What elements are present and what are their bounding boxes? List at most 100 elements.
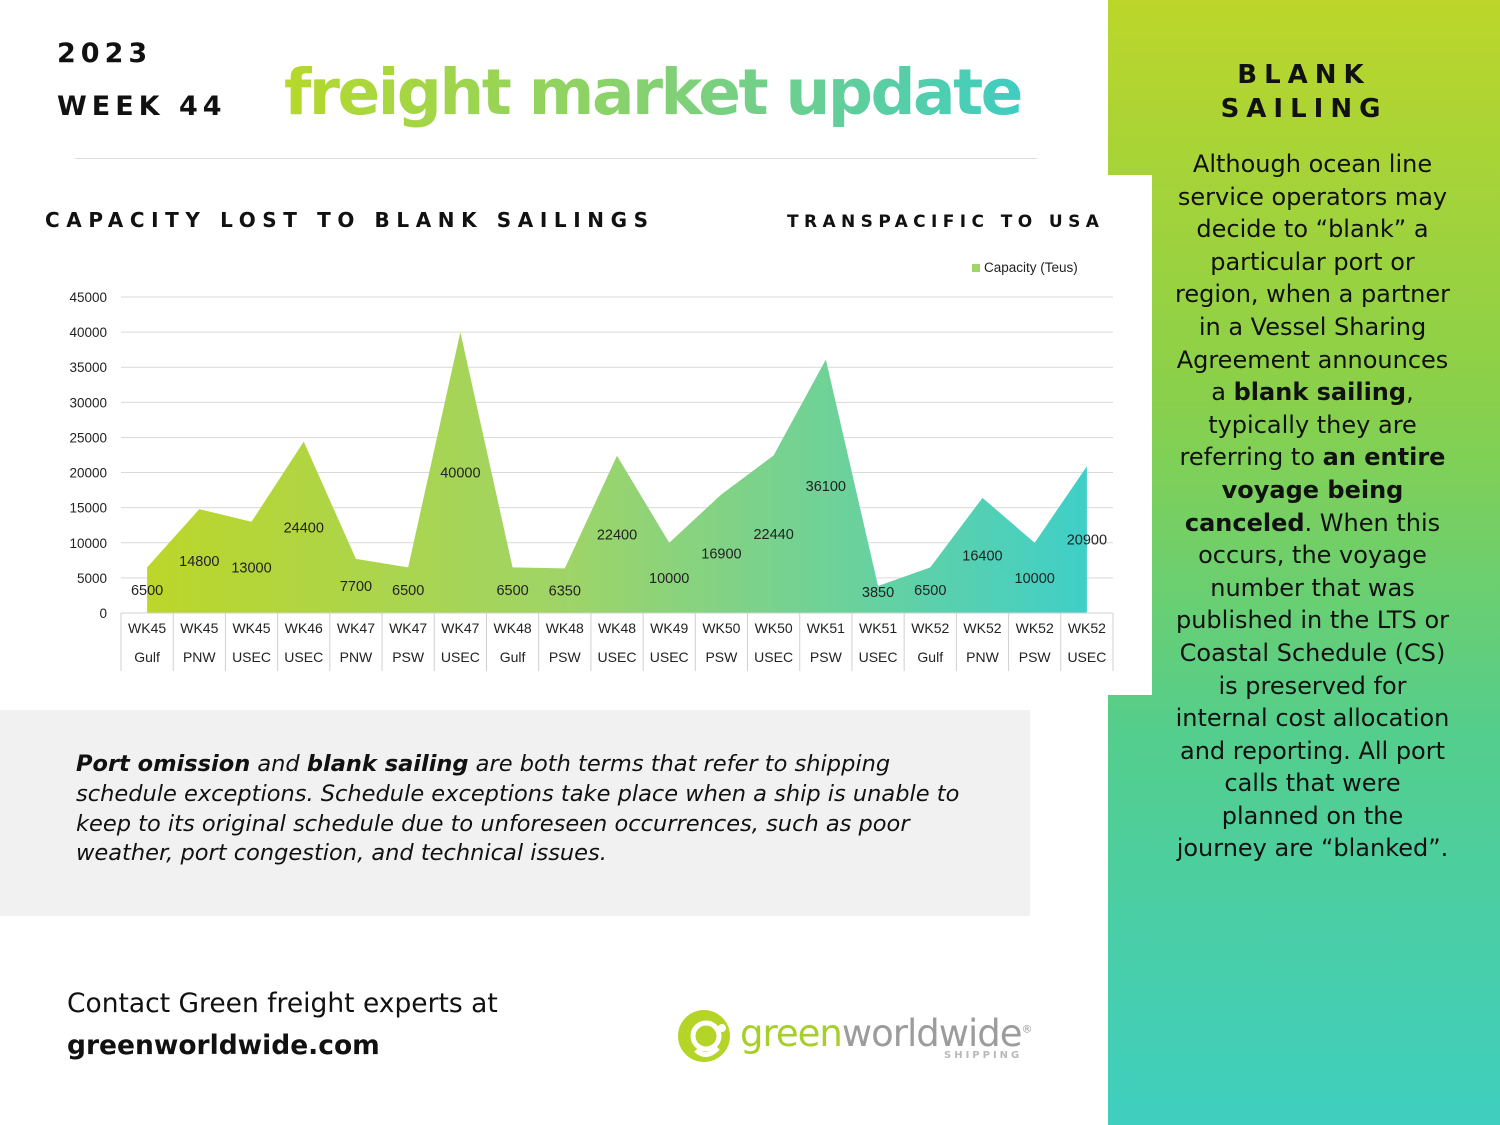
x-tick-label-port: PSW [549,649,582,665]
data-label: 36100 [806,479,846,495]
side-title: BLANK SAILING [1108,58,1500,126]
chart-subtitle: TRANSPACIFIC TO USA [787,212,1105,232]
side-text-part: Although ocean line service operators ma… [1175,150,1451,407]
x-tick-label-week: WK47 [441,620,479,636]
y-tick-label: 20000 [69,466,107,481]
y-tick-label: 15000 [69,501,107,516]
x-tick-label-port: USEC [1067,649,1106,665]
y-tick-label: 45000 [69,290,107,305]
x-tick-label-week: WK50 [755,620,793,636]
chart-title: CAPACITY LOST TO BLANK SAILINGS [45,208,655,232]
y-tick-label: 35000 [69,360,107,375]
contact-url-link[interactable]: greenworldwide.com [67,1030,380,1061]
data-label: 6500 [392,583,424,599]
data-label: 16400 [962,548,1002,564]
x-tick-label-port: PSW [392,649,425,665]
x-tick-label-port: Gulf [500,649,526,665]
y-tick-label: 5000 [77,571,107,586]
logo-wordmark: greenworldwide® [740,1012,1033,1055]
x-tick-label-week: WK50 [702,620,740,636]
note-text-part: and [250,751,307,777]
x-tick-label-week: WK47 [389,620,427,636]
x-tick-label-week: WK48 [598,620,636,636]
logo-subtitle: SHIPPING [944,1050,1023,1061]
area-series [147,332,1087,613]
x-tick-label-week: WK52 [911,620,949,636]
note-box [0,710,1030,916]
data-label: 14800 [179,554,219,570]
x-tick-label-week: WK47 [337,620,375,636]
logo-mark-icon [678,1010,730,1062]
data-label: 10000 [1015,571,1055,587]
x-tick-label-week: WK45 [128,620,166,636]
x-tick-label-week: WK52 [1016,620,1054,636]
area-chart: 0 5000 10000 15000 20000 25000 30000 35000 40000… [69,260,1114,671]
data-label: 22400 [597,527,637,543]
page-title: freight market update [284,56,1023,129]
data-label: 10000 [649,571,689,587]
x-tick-label-week: WK51 [807,620,845,636]
x-tick-label-week: WK48 [494,620,532,636]
x-tick-label-port: USEC [754,649,793,665]
x-tick-label-week: WK45 [180,620,218,636]
x-tick-label-week: WK49 [650,620,688,636]
data-label: 13000 [231,560,271,576]
data-label: 24400 [284,520,324,536]
x-tick-label-port: PSW [810,649,843,665]
x-tick-label-week: WK52 [1068,620,1106,636]
company-logo: greenworldwide® SHIPPING [676,1008,1056,1068]
x-tick-label-port: USEC [441,649,480,665]
x-tick-label-week: WK46 [285,620,323,636]
side-title-line2: SAILING [1220,94,1388,124]
x-tick-label-port: USEC [598,649,637,665]
side-panel [1108,0,1500,1125]
note-text: Port omission and blank sailing are both… [76,750,976,869]
x-tick-label-port: USEC [284,649,323,665]
x-tick-label-port: PNW [183,649,216,665]
x-tick-label-port: PSW [1019,649,1052,665]
side-text-part: , typically they are referring to [1179,378,1417,472]
x-tick-label-port: USEC [859,649,898,665]
x-tick-label-port: Gulf [134,649,160,665]
side-title-line1: BLANK [1237,60,1371,90]
side-bold-term: blank sailing [1233,378,1407,407]
legend-swatch [972,264,980,272]
data-label: 3850 [862,585,894,601]
x-tick-label-port: USEC [650,649,689,665]
x-tick-label-week: WK52 [963,620,1001,636]
data-label: 16900 [701,547,741,563]
header-divider [75,158,1037,159]
logo-word-rest: worldwide [841,1012,1023,1055]
data-label: 6350 [549,584,581,600]
note-text-part: are both terms that refer to shipping sc… [76,751,960,867]
side-body-text: Although ocean line service operators ma… [1175,148,1450,865]
x-tick-label-port: USEC [232,649,271,665]
note-term-blank-sailing: blank sailing [306,751,469,777]
y-tick-label: 10000 [69,536,107,551]
x-tick-label-port: PSW [705,649,738,665]
y-tick-label: 40000 [69,325,107,340]
side-bold-term: an entire voyage being canceled [1184,443,1446,537]
contact-line: Contact Green freight experts at [67,988,498,1019]
week-label: WEEK 44 [57,91,227,122]
contact-block: Contact Green freight experts at greenwo… [67,983,498,1067]
logo-word-green: green [740,1012,843,1055]
side-text-part: . When this occurs, the voyage number th… [1175,508,1450,863]
data-label: 6500 [131,583,163,599]
year-label: 2023 [57,38,153,69]
x-tick-label-week: WK51 [859,620,897,636]
data-label: 20900 [1067,533,1107,549]
legend-label: Capacity (Teus) [984,260,1078,275]
note-term-port-omission: Port omission [76,751,251,777]
data-label: 6500 [914,583,946,599]
data-label: 40000 [440,466,480,482]
x-tick-label-port: PNW [340,649,373,665]
y-tick-label: 25000 [69,430,107,445]
x-tick-label-week: WK48 [546,620,584,636]
data-label: 6500 [496,583,528,599]
logo-registered-mark: ® [1021,1022,1033,1036]
y-tick-label: 30000 [69,395,107,410]
x-tick-label-port: Gulf [917,649,943,665]
data-label: 22440 [753,527,793,543]
data-label: 7700 [340,579,372,595]
